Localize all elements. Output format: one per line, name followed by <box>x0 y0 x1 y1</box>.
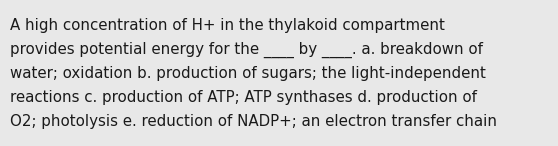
Text: reactions c. production of ATP; ATP synthases d. production of: reactions c. production of ATP; ATP synt… <box>10 90 477 105</box>
Text: O2; photolysis e. reduction of NADP+; an electron transfer chain: O2; photolysis e. reduction of NADP+; an… <box>10 114 497 129</box>
Text: A high concentration of H+ in the thylakoid compartment: A high concentration of H+ in the thylak… <box>10 18 445 33</box>
Text: water; oxidation b. production of sugars; the light-independent: water; oxidation b. production of sugars… <box>10 66 486 81</box>
Text: provides potential energy for the ____ by ____. a. breakdown of: provides potential energy for the ____ b… <box>10 42 483 58</box>
